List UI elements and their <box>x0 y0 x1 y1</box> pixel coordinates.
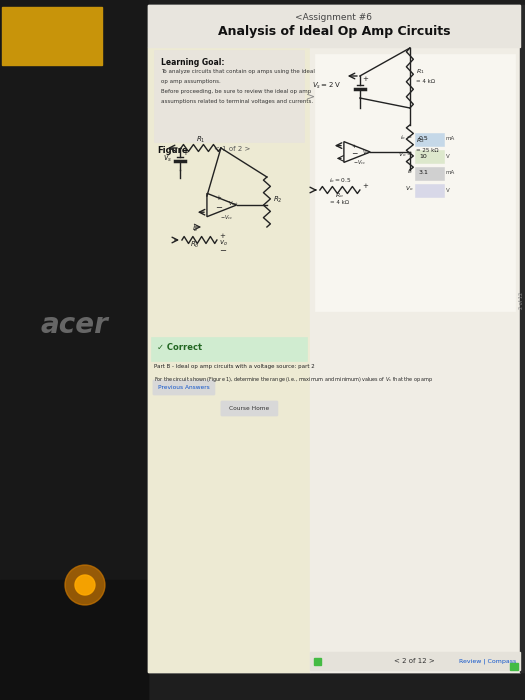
FancyBboxPatch shape <box>315 54 515 311</box>
FancyBboxPatch shape <box>415 150 444 162</box>
Text: $V_o$: $V_o$ <box>362 148 370 157</box>
Text: $R_2$: $R_2$ <box>416 136 425 146</box>
Text: $-V_{cc}$: $-V_{cc}$ <box>353 158 366 167</box>
FancyBboxPatch shape <box>148 5 520 47</box>
Text: $V_{out}$: $V_{out}$ <box>228 199 239 208</box>
Text: assumptions related to terminal voltages and currents.: assumptions related to terminal voltages… <box>161 99 313 104</box>
Text: +: + <box>219 233 225 239</box>
FancyBboxPatch shape <box>314 658 321 665</box>
FancyBboxPatch shape <box>310 47 520 672</box>
FancyBboxPatch shape <box>415 132 444 146</box>
FancyBboxPatch shape <box>148 5 520 672</box>
Text: op amp assumptions.: op amp assumptions. <box>161 79 220 84</box>
Text: $i_o$: $i_o$ <box>192 224 198 234</box>
Text: = 4 kΩ: = 4 kΩ <box>330 200 349 205</box>
Text: 3.1: 3.1 <box>419 171 429 176</box>
Text: = 25 kΩ: = 25 kΩ <box>416 148 438 153</box>
Text: Previous Answers: Previous Answers <box>158 385 210 390</box>
FancyBboxPatch shape <box>154 50 304 142</box>
Text: $-V_{cc}$: $-V_{cc}$ <box>220 213 233 222</box>
Text: +: + <box>182 150 188 156</box>
Text: +: + <box>362 76 367 82</box>
Text: Figure: Figure <box>157 146 187 155</box>
Text: $R_1$: $R_1$ <box>196 135 206 145</box>
Text: To analyze circuits that contain op amps using the ideal: To analyze circuits that contain op amps… <box>161 69 315 74</box>
Text: Course Home: Course Home <box>229 406 269 411</box>
Text: <Assignment #6: <Assignment #6 <box>296 13 372 22</box>
Text: $R_o$: $R_o$ <box>190 240 200 250</box>
Text: Part B - Ideal op amp circuits with a voltage source: part 2: Part B - Ideal op amp circuits with a vo… <box>154 364 314 369</box>
Text: −: − <box>215 203 222 212</box>
Circle shape <box>65 565 105 605</box>
Text: Analysis of Ideal Op Amp Circuits: Analysis of Ideal Op Amp Circuits <box>218 25 450 38</box>
Text: < 1 of 2 >: < 1 of 2 > <box>214 146 250 152</box>
FancyBboxPatch shape <box>2 7 102 65</box>
Text: $R_1$: $R_1$ <box>416 67 425 76</box>
FancyBboxPatch shape <box>221 401 278 416</box>
Text: >: > <box>306 91 316 101</box>
Text: $v_s$: $v_s$ <box>163 154 172 164</box>
Text: $V_o$ =: $V_o$ = <box>398 150 413 160</box>
Text: $i_o = 0.5$: $i_o = 0.5$ <box>329 176 351 185</box>
Text: +: + <box>362 183 367 189</box>
FancyBboxPatch shape <box>0 580 148 700</box>
FancyBboxPatch shape <box>415 167 444 179</box>
Text: For the circuit shown (Figure 1), determine the range (i.e., maximum and minimum: For the circuit shown (Figure 1), determ… <box>154 375 433 384</box>
Text: V: V <box>446 188 449 193</box>
FancyBboxPatch shape <box>310 652 520 670</box>
Text: 2 of 12: 2 of 12 <box>519 291 524 309</box>
Text: mA: mA <box>446 171 455 176</box>
Text: +: + <box>351 144 356 149</box>
Text: $v_o$: $v_o$ <box>219 239 228 248</box>
FancyBboxPatch shape <box>0 0 148 700</box>
Text: $R_o$: $R_o$ <box>335 191 344 200</box>
Text: 10: 10 <box>419 153 427 158</box>
Text: 0.5: 0.5 <box>419 136 428 141</box>
FancyBboxPatch shape <box>148 47 310 672</box>
Text: = 4 kΩ: = 4 kΩ <box>416 79 435 84</box>
Text: Learning Goal:: Learning Goal: <box>161 58 225 67</box>
Circle shape <box>75 575 95 595</box>
Text: −: − <box>351 149 357 158</box>
FancyBboxPatch shape <box>151 337 307 361</box>
Text: +: + <box>215 195 221 201</box>
Text: $V_s = 2$ V: $V_s = 2$ V <box>312 81 342 91</box>
Text: ✓ Correct: ✓ Correct <box>157 343 202 352</box>
FancyBboxPatch shape <box>153 380 215 395</box>
Text: $V_o$: $V_o$ <box>405 185 413 193</box>
Text: Review | Compass: Review | Compass <box>458 658 516 664</box>
Text: −: − <box>219 246 226 255</box>
FancyBboxPatch shape <box>520 5 525 672</box>
Text: $i_o$ =: $i_o$ = <box>401 134 413 143</box>
Text: V: V <box>446 153 449 158</box>
Text: $R_2$: $R_2$ <box>273 195 282 205</box>
Text: Before proceeding, be sure to review the ideal op amp: Before proceeding, be sure to review the… <box>161 89 311 94</box>
Text: < 2 of 12 >: < 2 of 12 > <box>394 658 435 664</box>
FancyBboxPatch shape <box>415 183 444 197</box>
FancyBboxPatch shape <box>510 663 518 670</box>
Text: $i_o$: $i_o$ <box>407 167 413 176</box>
Text: mA: mA <box>446 136 455 141</box>
Text: acer: acer <box>40 311 108 339</box>
